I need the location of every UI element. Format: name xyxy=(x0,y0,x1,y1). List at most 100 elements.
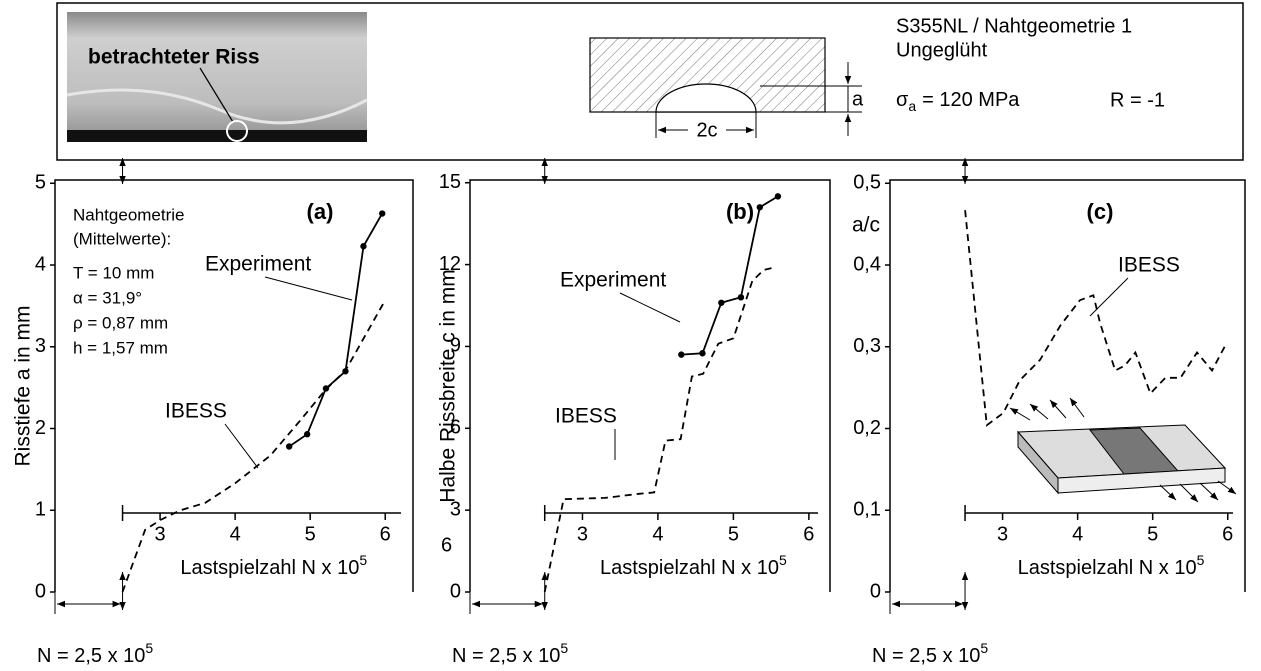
y-axis-label: a/c xyxy=(852,214,880,237)
origin-label: N = 2,5 x 105 xyxy=(452,640,568,668)
stress: σa = 120 MPa xyxy=(896,89,1020,113)
frame xyxy=(54,179,414,592)
stress-sub: a xyxy=(908,98,916,114)
dim-label-bg xyxy=(688,119,726,141)
y-axis-label: Risstiefe a in mm xyxy=(12,305,35,466)
y-tick-label: 0,1 xyxy=(853,499,881,521)
panel-label: (c) xyxy=(1087,199,1114,224)
photo-base xyxy=(67,130,367,142)
x-axis-label: Lastspielzahl N x 105 xyxy=(600,552,787,580)
photo-texture xyxy=(66,88,368,125)
y-tick-label: 0,4 xyxy=(853,253,881,275)
y-tick-label: 0 xyxy=(450,580,461,602)
note: (Mittelwerte): xyxy=(73,229,171,248)
x-tick-label: 5 xyxy=(728,523,739,545)
y-tick-label: 12 xyxy=(439,253,461,275)
series-line xyxy=(121,299,386,593)
data-point xyxy=(303,431,311,438)
y-tick-label: 0,5 xyxy=(853,172,881,194)
y-tick-label: 0 xyxy=(35,580,46,602)
data-point xyxy=(699,350,706,357)
series-label: IBESS xyxy=(555,405,617,428)
origin-label: N = 2,5 x 105 xyxy=(872,640,988,668)
leader-line xyxy=(199,67,234,123)
note: ρ = 0,87 mm xyxy=(73,313,168,332)
series-label: Experiment xyxy=(205,253,311,276)
x-axis-label: Lastspielzahl N x 105 xyxy=(180,552,367,580)
data-point xyxy=(379,210,386,217)
label-leader xyxy=(619,292,681,323)
x-tick-label: 6 xyxy=(380,523,391,545)
note: Nahtgeometrie xyxy=(73,205,185,224)
series-label: Experiment xyxy=(560,269,666,292)
y-axis-label: Halbe Rissbreite c in mm xyxy=(437,269,460,502)
material: S355NL / Nahtgeometrie 1 xyxy=(896,15,1132,37)
label-leader xyxy=(264,276,353,301)
x-axis-label-exp: 5 xyxy=(1197,552,1205,568)
frame xyxy=(469,179,831,592)
y-tick-label: 15 xyxy=(439,171,461,193)
frame xyxy=(889,179,1246,592)
y-tick-label: 3 xyxy=(450,498,461,520)
ratio: R = -1 xyxy=(1110,89,1165,111)
origin-label-exp: 5 xyxy=(145,640,153,656)
x-axis-label-text: Lastspielzahl N x 10 xyxy=(180,557,359,579)
x-axis-label-text: Lastspielzahl N x 10 xyxy=(600,557,779,579)
x-axis-label-exp: 5 xyxy=(359,552,367,568)
x-tick-label: 4 xyxy=(652,523,663,545)
label-leader xyxy=(1089,277,1129,317)
data-point xyxy=(774,193,782,200)
data-point xyxy=(678,351,685,358)
crack-circle xyxy=(226,120,248,142)
x-axis-label-exp: 5 xyxy=(779,552,787,568)
series-label: IBESS xyxy=(165,400,227,423)
label-leader xyxy=(224,423,259,469)
y-tick-label: 9 xyxy=(450,335,461,357)
x-tick-label: 3 xyxy=(577,523,588,545)
condition: Ungeglüht xyxy=(896,39,988,61)
crack-shape xyxy=(655,83,757,113)
origin-label-text: N = 2,5 x 10 xyxy=(872,645,980,667)
note: h = 1,57 mm xyxy=(73,338,168,357)
x-axis-label-text: Lastspielzahl N x 10 xyxy=(1018,557,1197,579)
series-line xyxy=(964,210,1227,427)
y-tick-label: 0,2 xyxy=(853,417,881,439)
plate-inset xyxy=(1009,397,1237,503)
x-tick-label: 3 xyxy=(155,523,166,545)
note: T = 10 mm xyxy=(73,263,154,282)
y-tick-label: 4 xyxy=(35,253,46,275)
dim-label: 2c xyxy=(696,119,717,141)
y-tick-label: 0,3 xyxy=(853,335,881,357)
x-tick-label: 4 xyxy=(1072,523,1083,545)
y-tick-label: 5 xyxy=(35,172,46,194)
data-point xyxy=(285,443,293,450)
note: α = 31,9° xyxy=(73,288,142,307)
series-line xyxy=(681,195,779,356)
origin-label-text: N = 2,5 x 10 xyxy=(37,645,145,667)
origin-label-exp: 5 xyxy=(980,640,988,656)
origin-label-text: N = 2,5 x 10 xyxy=(452,645,560,667)
y-tick-label: 2 xyxy=(35,417,46,439)
x-tick-label: 5 xyxy=(1147,523,1158,545)
data-point xyxy=(360,243,367,250)
x-tick-label: 5 xyxy=(305,523,316,545)
x-tick-label: 4 xyxy=(230,523,241,545)
panel-label: (a) xyxy=(307,199,334,224)
fracture-photo xyxy=(67,12,367,142)
x-tick-label: 3 xyxy=(997,523,1008,545)
y-tick-label: 1 xyxy=(35,499,46,521)
x-axis-label: Lastspielzahl N x 105 xyxy=(1018,552,1205,580)
panel-label: (b) xyxy=(726,199,754,224)
series-label: IBESS xyxy=(1118,254,1180,277)
data-point xyxy=(737,294,745,301)
x-tick-label: 6 xyxy=(1222,523,1233,545)
origin-label-exp: 5 xyxy=(560,640,568,656)
y-tick-label: 0 xyxy=(870,580,881,602)
x-tick-label: 6 xyxy=(803,523,814,545)
note: 6 xyxy=(441,534,452,556)
data-point xyxy=(756,204,764,211)
dim-label: a xyxy=(852,88,864,110)
data-point xyxy=(718,299,725,306)
